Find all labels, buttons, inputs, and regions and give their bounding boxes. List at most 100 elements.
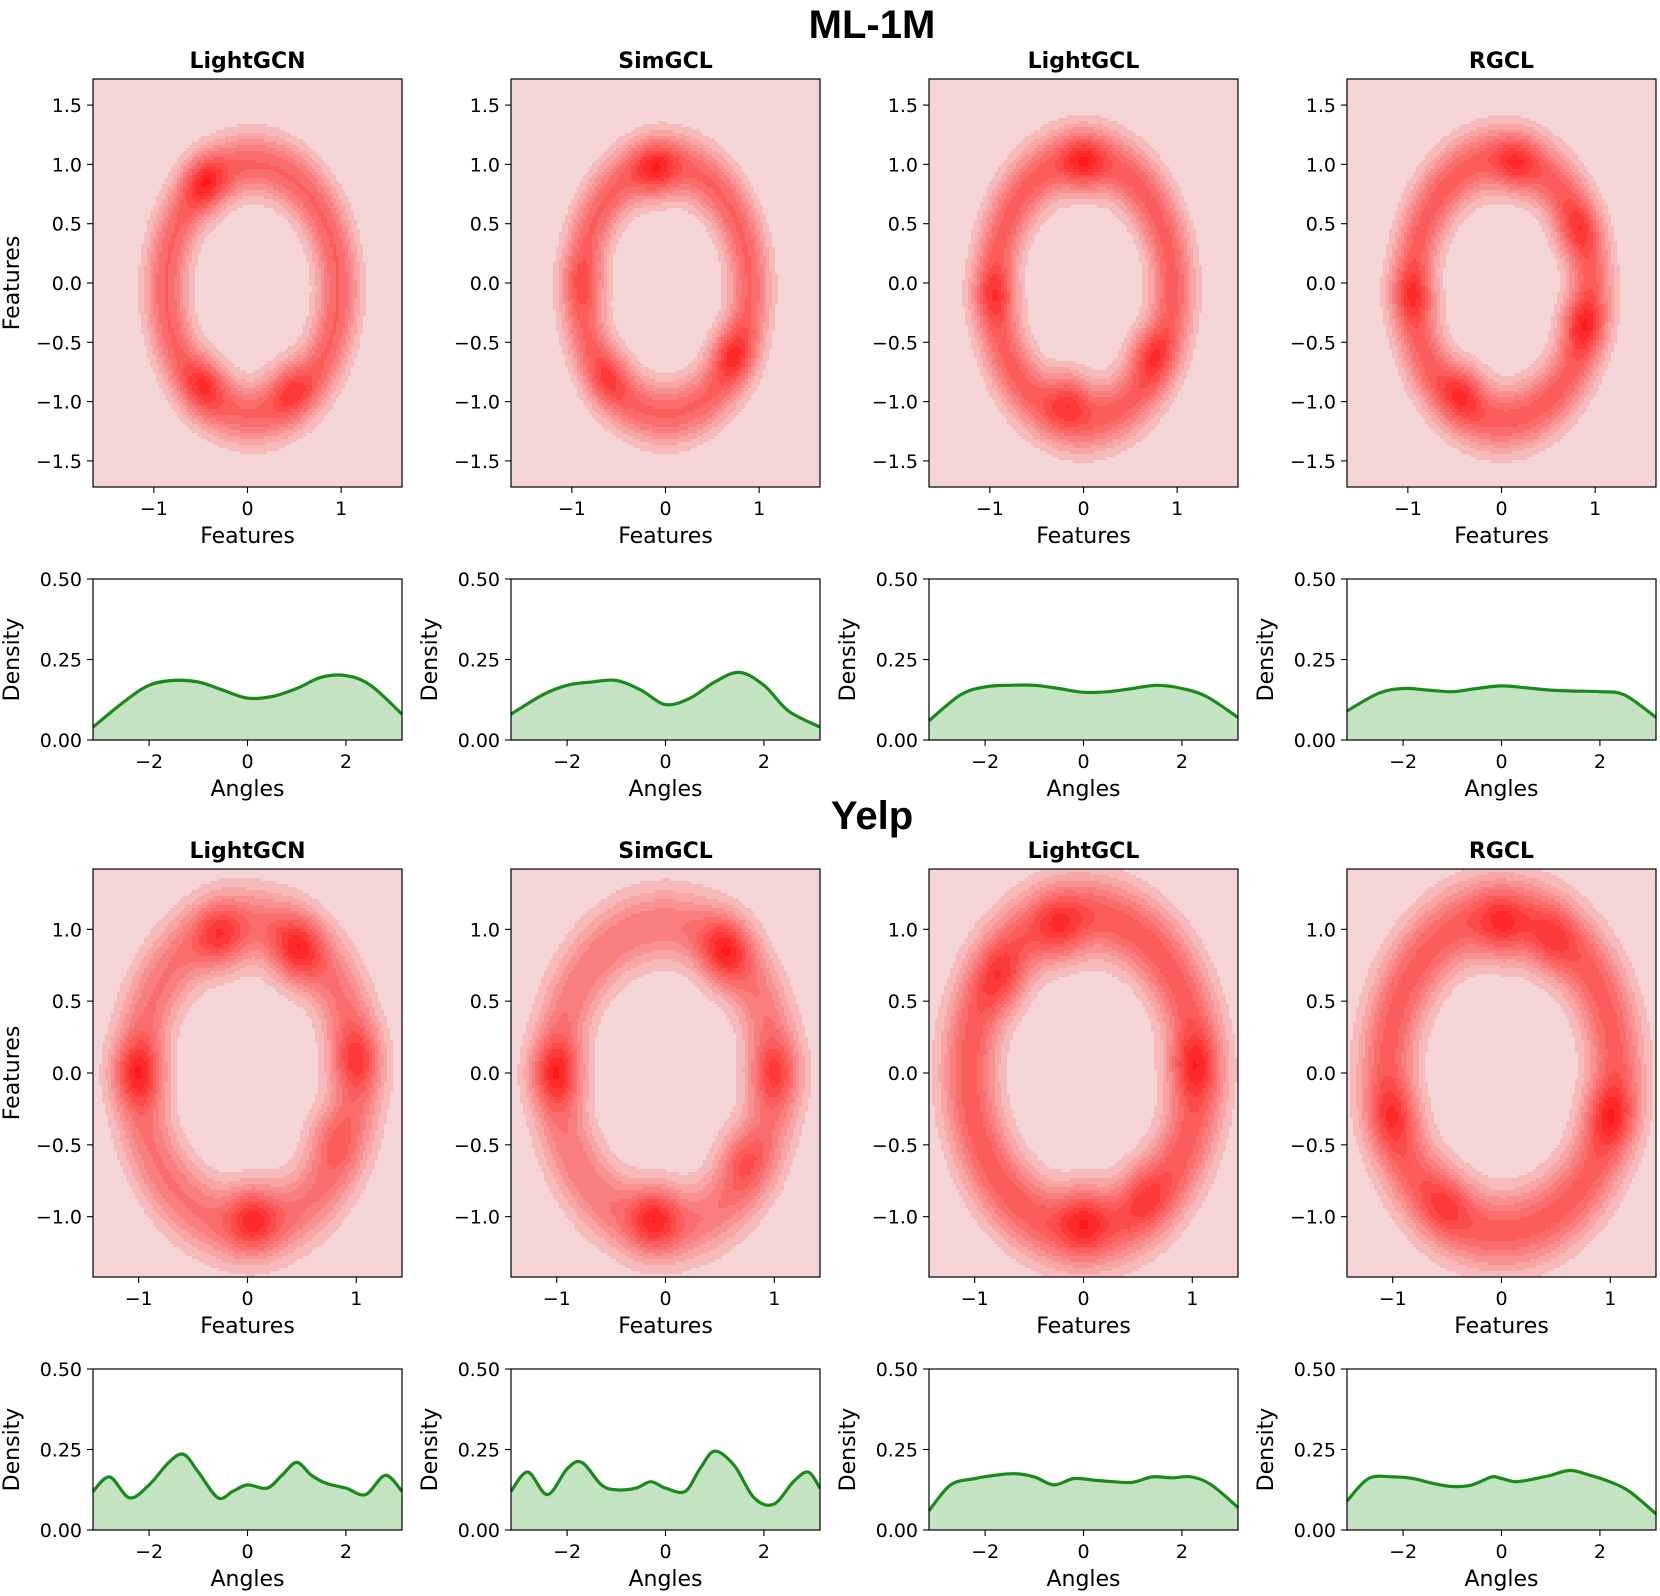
kde-ytick-label: 1.5 (1306, 95, 1336, 117)
kde-ytick-label: −1.0 (454, 392, 500, 414)
kde-level-2 (1356, 872, 1647, 1271)
density-ytick-label: 0.00 (876, 1520, 918, 1542)
kde-xtick-label: −1 (1394, 498, 1422, 520)
kde-ytick-label: 1.0 (52, 919, 82, 941)
kde-contours (1380, 115, 1620, 463)
kde-level-8 (189, 166, 306, 406)
kde-level-10 (1581, 319, 1587, 331)
kde-level-3 (529, 899, 799, 1259)
kde-panel-yelp-simgcl (505, 868, 821, 1283)
density-ytick-label: 0.50 (1294, 1359, 1336, 1381)
density-panel-yelp-simgcl (505, 1368, 822, 1536)
density-ytick-label: 0.00 (458, 730, 500, 752)
density-xtick-label: 2 (340, 751, 352, 773)
kde-xtick-label: −1 (125, 1288, 153, 1310)
density-ytick-label: 0.00 (458, 1520, 500, 1542)
density-line (509, 1449, 822, 1507)
kde-ytick-label: 1.0 (470, 919, 500, 941)
kde-panel-ml1m-rgcl (1341, 78, 1657, 493)
panel-title: RGCL (1469, 49, 1534, 74)
kde-ytick-label: 0.5 (52, 991, 82, 1013)
density-area (929, 1473, 1238, 1530)
density-ytick-label: 0.00 (1294, 730, 1336, 752)
density-line (1346, 684, 1657, 719)
kde-xtick-label: 1 (350, 1288, 362, 1310)
kde-level-10 (201, 178, 210, 187)
density-area (93, 1453, 402, 1530)
kde-level-3 (944, 881, 1226, 1268)
kde-level-5 (535, 917, 793, 1250)
kde-xtick-label: 0 (659, 1288, 671, 1310)
kde-ytick-label: −1.5 (1290, 451, 1336, 473)
kde-panel-ml1m-lightgcl (923, 78, 1239, 493)
kde-contours (1350, 869, 1653, 1277)
density-xlabel: Angles (210, 777, 284, 802)
density-xtick-label: −2 (553, 751, 581, 773)
kde-level-2 (938, 872, 1229, 1274)
density-line (1345, 1468, 1658, 1516)
kde-xtick-label: −1 (140, 498, 168, 520)
kde-xlabel: Features (1454, 524, 1549, 549)
kde-level-4 (974, 133, 1187, 442)
kde-ytick-label: −1.0 (872, 1207, 918, 1229)
density-xlabel: Angles (1046, 1567, 1120, 1592)
kde-xtick-label: 1 (1604, 1288, 1616, 1310)
kde-ytick-label: 0.5 (888, 214, 918, 236)
kde-ytick-label: 0.5 (1306, 214, 1336, 236)
kde-ytick-label: −1.0 (454, 1207, 500, 1229)
density-xtick-label: −2 (1389, 1541, 1417, 1563)
density-ytick-label: 0.50 (458, 1359, 500, 1381)
density-xtick-label: 2 (1176, 1541, 1188, 1563)
kde-xtick-label: 0 (1495, 1288, 1507, 1310)
density-xtick-label: −2 (971, 1541, 999, 1563)
kde-level-4 (114, 899, 378, 1256)
kde-level-2 (105, 887, 387, 1265)
density-area (1347, 685, 1656, 740)
kde-xtick-label: 1 (1186, 1288, 1198, 1310)
kde-ytick-label: 1.5 (470, 95, 500, 117)
kde-ytick-label: −1.5 (872, 451, 918, 473)
kde-ytick-label: 1.0 (888, 919, 918, 941)
kde-level-9 (643, 157, 742, 367)
density-xtick-label: −2 (971, 751, 999, 773)
kde-xtick-label: 0 (241, 498, 253, 520)
kde-xlabel: Features (618, 1314, 713, 1339)
kde-xtick-label: −1 (961, 1288, 989, 1310)
density-ytick-label: 0.00 (1294, 1520, 1336, 1542)
kde-contours (932, 869, 1238, 1277)
kde-contours (553, 121, 778, 454)
kde-ytick-label: 1.0 (1306, 154, 1336, 176)
kde-ytick-label: 1.0 (1306, 919, 1336, 941)
density-xtick-label: 0 (1077, 751, 1089, 773)
density-xtick-label: −2 (1389, 751, 1417, 773)
kde-layer (87, 78, 1657, 1283)
density-line (91, 673, 404, 729)
kde-ytick-label: −0.5 (454, 332, 500, 354)
density-xtick-label: 2 (1594, 751, 1606, 773)
kde-ytick-label: −1.0 (36, 1207, 82, 1229)
density-ytick-label: 0.25 (876, 1440, 918, 1462)
kde-level-3 (971, 127, 1190, 448)
density-panel-ml1m-rgcl (1341, 578, 1657, 746)
density-line (927, 683, 1239, 722)
density-xtick-label: −2 (553, 1541, 581, 1563)
density-ytick-label: 0.00 (40, 730, 82, 752)
kde-ylabel: Features (0, 1026, 25, 1121)
kde-level-2 (559, 130, 772, 445)
kde-panel-yelp-lightgcl (923, 868, 1239, 1283)
kde-level-3 (1389, 130, 1611, 448)
kde-xtick-label: 1 (1589, 498, 1601, 520)
kde-xtick-label: −1 (1379, 1288, 1407, 1310)
kde-contours (138, 124, 366, 454)
kde-ytick-label: −1.0 (872, 392, 918, 414)
kde-ytick-label: −1.0 (1290, 392, 1336, 414)
density-ytick-label: 0.50 (1294, 569, 1336, 591)
kde-level-10 (1608, 1109, 1614, 1124)
kde-ytick-label: 0.0 (470, 1063, 500, 1085)
kde-ytick-label: −0.5 (1290, 332, 1336, 354)
panel-title: LightGCL (1028, 839, 1140, 864)
kde-ytick-label: 0.0 (1306, 1063, 1336, 1085)
kde-ytick-label: 0.0 (1306, 273, 1336, 295)
density-area (929, 684, 1238, 740)
